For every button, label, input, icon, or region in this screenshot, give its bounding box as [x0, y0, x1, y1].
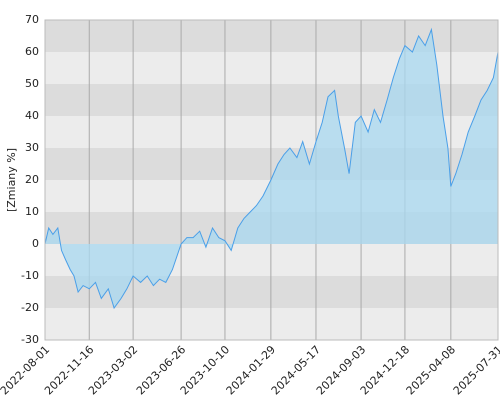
y-tick-label: -10 [21, 269, 39, 282]
y-tick-label: -20 [21, 301, 39, 314]
y-tick-label: -30 [21, 333, 39, 346]
line [44, 27, 499, 310]
y-tick-label: 60 [25, 45, 39, 58]
y-tick-label: 30 [25, 141, 39, 154]
plot-frame [44, 19, 499, 341]
y-axis-label: [Zmiany %] [5, 148, 18, 212]
x-tick-label: 2025-04-08 [404, 343, 458, 397]
x-tick-label: 2025-07-31 [451, 343, 500, 397]
y-tick-label: 0 [32, 237, 39, 250]
area [45, 29, 498, 308]
y-tick-label: 10 [25, 205, 39, 218]
y-tick-label: 20 [25, 173, 39, 186]
y-tick-label: 50 [25, 77, 39, 90]
y-tick-label: 40 [25, 109, 39, 122]
band [45, 308, 498, 340]
y-tick-label: 70 [25, 13, 39, 26]
